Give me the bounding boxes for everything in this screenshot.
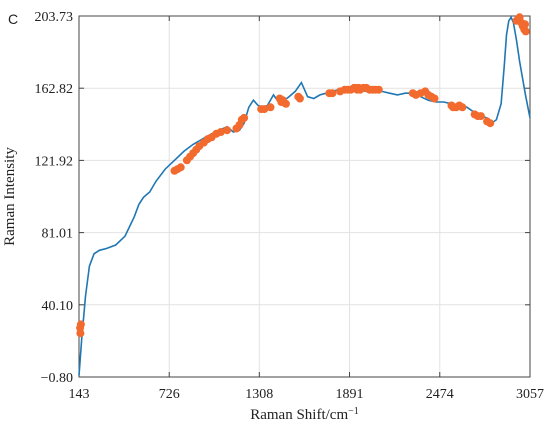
spectrum-line [78, 15, 531, 376]
y-axis-label: Raman Intensity [2, 147, 18, 246]
y-tick-label: 81.01 [42, 227, 74, 242]
highlight-point [223, 126, 232, 135]
x-tick-label: 2474 [426, 387, 454, 402]
highlight-point [281, 99, 290, 108]
x-tick-label: 1891 [336, 387, 364, 402]
highlight-point [176, 163, 185, 172]
x-tick-labels: 143 726 1308 1891 2474 3057 [69, 387, 545, 402]
highlight-point [374, 85, 383, 94]
x-tick-label: 143 [69, 387, 90, 402]
x-tick-label: 726 [159, 387, 180, 402]
x-axis-label-text: Raman Shift/cm [250, 407, 348, 423]
highlight-point [240, 113, 249, 122]
tick-marks [78, 15, 531, 378]
gridlines [78, 15, 531, 378]
y-tick-label: 121.92 [35, 154, 74, 169]
highlight-point [295, 94, 304, 103]
x-axis-label: Raman Shift/cm−1 [250, 406, 359, 424]
highlight-point [521, 27, 530, 36]
highlight-point [260, 105, 269, 114]
x-tick-label: 3057 [516, 387, 544, 402]
highlight-point [76, 329, 85, 338]
x-tick-label: 1308 [245, 387, 273, 402]
x-axis-label-exponent: −1 [348, 406, 359, 417]
y-tick-label: 203.73 [35, 10, 74, 25]
highlight-point [328, 89, 337, 98]
highlight-point [430, 94, 439, 103]
highlight-point [476, 112, 485, 121]
panel-label: C [8, 11, 18, 27]
highlight-point [266, 103, 275, 112]
highlight-point [216, 128, 225, 136]
highlight-point [76, 320, 85, 329]
highlight-point [458, 103, 467, 112]
y-tick-label: 40.10 [42, 299, 74, 314]
highlight-point [521, 20, 529, 29]
y-tick-label: −0.80 [41, 371, 73, 386]
plot-frame [78, 15, 531, 378]
highlight-point [486, 119, 495, 128]
y-tick-label: 162.82 [35, 82, 74, 97]
highlighted-points [76, 13, 530, 338]
y-tick-labels: −0.80 40.10 81.01 121.92 162.82 203.73 [35, 10, 74, 386]
